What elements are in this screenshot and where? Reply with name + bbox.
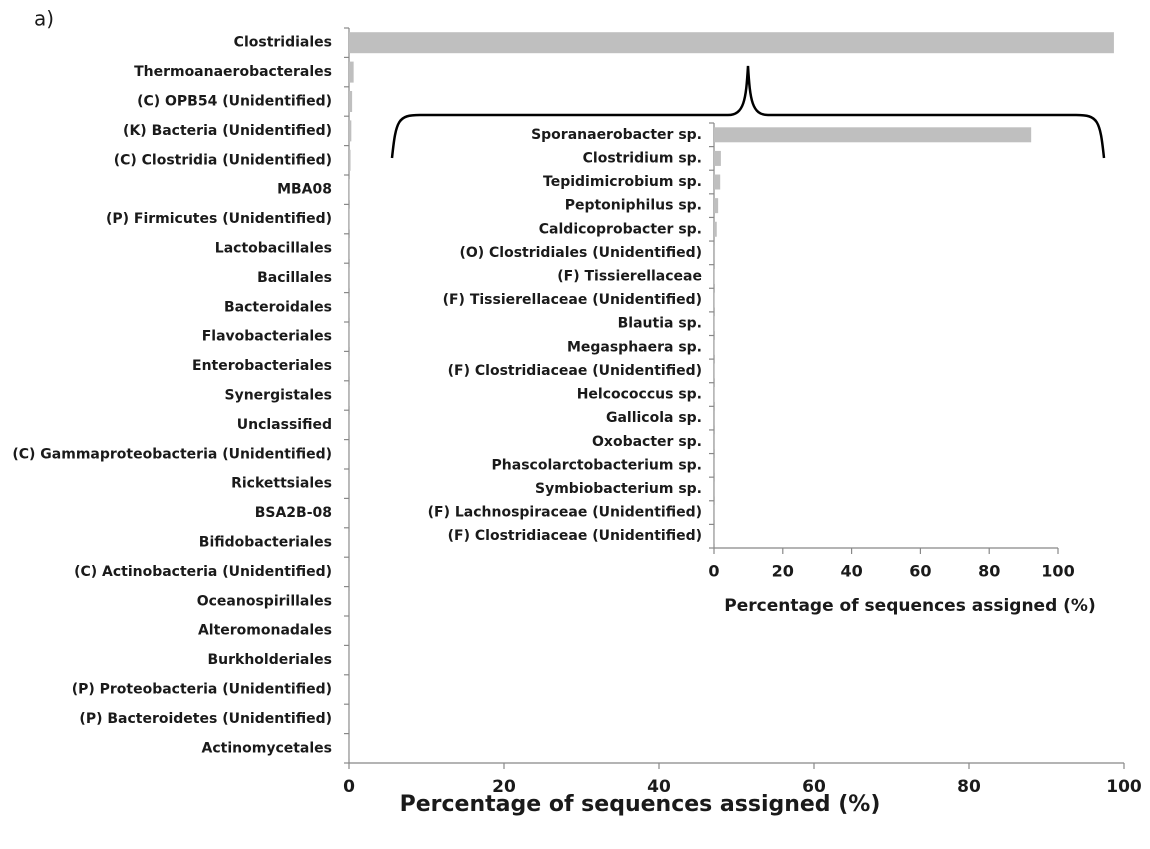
x-tick-label: 100 — [1106, 777, 1142, 797]
bar — [714, 198, 719, 214]
x-axis-title: Percentage of sequences assigned (%) — [724, 596, 1096, 616]
y-tick-label: Peptoniphilus sp. — [565, 198, 702, 214]
y-tick-label: (F) Tissierellaceae — [557, 268, 702, 284]
y-tick-label: (P) Bacteroidetes (Unidentified) — [79, 711, 332, 727]
x-tick-label: 80 — [978, 562, 1000, 581]
y-tick-label: Bacteroidales — [224, 299, 332, 315]
bar — [714, 174, 721, 190]
y-tick-label: Lactobacillales — [215, 241, 332, 257]
y-tick-label: Phascolarctobacterium sp. — [492, 457, 702, 473]
y-tick-label: Rickettsiales — [231, 476, 332, 492]
y-tick-label: (F) Lachnospiraceae (Unidentified) — [428, 505, 702, 521]
y-tick-label: Blautia sp. — [618, 316, 702, 332]
x-tick-label: 20 — [772, 562, 794, 581]
x-tick-label: 40 — [647, 777, 671, 797]
y-tick-label: (O) Clostridiales (Unidentified) — [459, 245, 702, 261]
y-tick-label: Oxobacter sp. — [592, 434, 702, 450]
y-tick-label: BSA2B-08 — [255, 505, 332, 521]
bar — [349, 149, 351, 171]
x-tick-label: 0 — [343, 777, 355, 797]
y-tick-label: (C) Gammaproteobacteria (Unidentified) — [12, 446, 332, 462]
y-tick-label: Tepidimicrobium sp. — [543, 174, 702, 190]
y-tick-label: Helcococcus sp. — [577, 387, 702, 403]
x-tick-label: 20 — [492, 777, 516, 797]
y-tick-label: Unclassified — [237, 417, 332, 433]
bar — [714, 245, 716, 261]
y-tick-label: Burkholderiales — [207, 652, 332, 668]
bar — [714, 150, 721, 166]
y-tick-label: Megasphaera sp. — [567, 339, 702, 355]
y-tick-label: Oceanospirillales — [197, 593, 332, 609]
bar — [714, 292, 715, 308]
y-tick-label: (C) Actinobacteria (Unidentified) — [74, 564, 332, 580]
y-tick-label: (K) Bacteria (Unidentified) — [123, 123, 332, 139]
y-tick-label: Actinomycetales — [202, 740, 332, 756]
y-tick-label: Sporanaerobacter sp. — [531, 127, 702, 143]
bar — [349, 32, 1114, 54]
panel-label: a) — [34, 7, 54, 31]
x-tick-label: 0 — [708, 562, 719, 581]
y-tick-label: Caldicoprobacter sp. — [539, 221, 702, 237]
x-tick-label: 100 — [1041, 562, 1074, 581]
x-tick-label: 80 — [957, 777, 981, 797]
y-tick-label: Gallicola sp. — [606, 410, 702, 426]
y-tick-label: Alteromonadales — [198, 623, 332, 639]
y-tick-label: Thermoanaerobacterales — [134, 64, 332, 80]
y-tick-label: Symbiobacterium sp. — [535, 481, 702, 497]
x-tick-label: 60 — [909, 562, 931, 581]
y-tick-label: (P) Proteobacteria (Unidentified) — [72, 682, 332, 698]
y-tick-label: Enterobacteriales — [192, 358, 332, 374]
y-tick-label: Bifidobacteriales — [199, 535, 332, 551]
y-tick-label: Flavobacteriales — [202, 329, 332, 345]
x-tick-label: 60 — [802, 777, 826, 797]
bar — [349, 61, 354, 83]
bar — [349, 120, 352, 142]
y-tick-label: (F) Clostridiaceae (Unidentified) — [448, 363, 702, 379]
y-tick-label: Clostridium sp. — [583, 150, 702, 166]
x-tick-label: 40 — [840, 562, 862, 581]
y-tick-label: Bacillales — [257, 270, 332, 286]
y-tick-label: (F) Clostridiaceae (Unidentified) — [448, 528, 702, 544]
y-tick-label: (F) Tissierellaceae (Unidentified) — [443, 292, 702, 308]
y-tick-label: Clostridiales — [234, 35, 332, 51]
bar — [714, 127, 1032, 143]
bar — [714, 268, 715, 284]
y-tick-label: (C) OPB54 (Unidentified) — [137, 94, 332, 110]
brace — [390, 65, 1106, 159]
bar — [714, 221, 717, 237]
y-tick-label: Synergistales — [225, 388, 333, 404]
y-tick-label: (C) Clostridia (Unidentified) — [114, 152, 332, 168]
bar — [349, 91, 353, 112]
x-axis-title: Percentage of sequences assigned (%) — [400, 792, 881, 817]
y-tick-label: (P) Firmicutes (Unidentified) — [106, 211, 332, 227]
y-tick-label: MBA08 — [277, 182, 332, 198]
